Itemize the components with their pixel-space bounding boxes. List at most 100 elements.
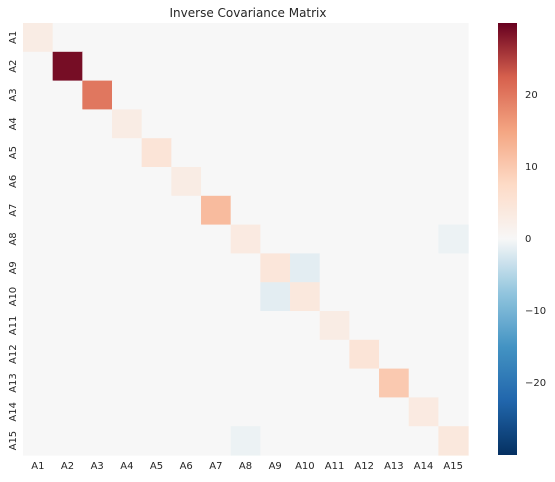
heatmap-cell-A13-A14: [408, 368, 439, 398]
heatmap-cell-A12-A4: [112, 339, 143, 370]
heatmap-cell-A14-A2: [52, 397, 83, 427]
heatmap-cell-A5-A8: [230, 138, 261, 168]
heatmap-cell-A13-A2: [52, 368, 83, 398]
heatmap-cell-A8-A10: [290, 224, 321, 254]
heatmap-cell-A7-A7: [201, 195, 232, 226]
heatmap-cell-A12-A3: [82, 339, 113, 370]
heatmap-cell-A3-A4: [112, 80, 143, 110]
heatmap-cell-A15-A15: [438, 426, 469, 456]
heatmap-cell-A11-A14: [408, 311, 439, 341]
heatmap-cell-A12-A14: [408, 339, 439, 370]
heatmap-cell-A2-A8: [230, 51, 261, 82]
heatmap-cell-A12-A11: [319, 339, 350, 370]
heatmap-cell-A1-A2: [52, 23, 83, 53]
heatmap-cell-A8-A3: [82, 224, 113, 254]
heatmap-cell-A14-A11: [319, 397, 350, 427]
heatmap-cell-A14-A3: [82, 397, 113, 427]
heatmap-cell-A1-A15: [438, 23, 469, 53]
heatmap-cell-A6-A7: [201, 167, 232, 197]
y-tick-label-A5: A5: [8, 146, 19, 159]
heatmap-cell-A1-A3: [82, 23, 113, 53]
heatmap-cell-A12-A15: [438, 339, 469, 370]
x-tick-label-A14: A14: [414, 461, 434, 472]
heatmap-cell-A7-A2: [52, 195, 83, 226]
heatmap-cell-A2-A3: [82, 51, 113, 82]
heatmap-cell-A11-A12: [349, 311, 380, 341]
heatmap-cell-A10-A10: [290, 282, 321, 312]
heatmap-cell-A14-A10: [290, 397, 321, 427]
heatmap-cell-A9-A13: [379, 253, 410, 283]
heatmap-cell-A4-A9: [260, 109, 291, 139]
heatmap-cell-A7-A10: [290, 195, 321, 226]
heatmap-cell-A13-A5: [141, 368, 172, 398]
heatmap-cell-A3-A6: [171, 80, 202, 110]
heatmap-cell-A3-A14: [408, 80, 439, 110]
heatmap-cell-A10-A1: [23, 282, 54, 312]
x-axis-tick-labels: A1 A2 A3 A4 A5 A6 A7 A8 A9 A10 A11 A12 A13 A14 A15: [31, 461, 463, 472]
heatmap-cell-A3-A13: [379, 80, 410, 110]
heatmap-cell-A9-A7: [201, 253, 232, 283]
heatmap-cell-A8-A9: [260, 224, 291, 254]
heatmap-cell-A13-A10: [290, 368, 321, 398]
heatmap-cell-A4-A2: [52, 109, 83, 139]
heatmap-cell-A11-A9: [260, 311, 291, 341]
x-tick-label-A15: A15: [443, 461, 463, 472]
heatmap-cell-A8-A14: [408, 224, 439, 254]
heatmap-cell-A1-A13: [379, 23, 410, 53]
heatmap-cell-A12-A1: [23, 339, 54, 370]
x-tick-label-A6: A6: [180, 461, 193, 472]
heatmap-cell-A15-A1: [23, 426, 54, 456]
heatmap-cell-A8-A4: [112, 224, 143, 254]
heatmap-cell-A2-A4: [112, 51, 143, 82]
heatmap-cell-A3-A9: [260, 80, 291, 110]
heatmap-cell-A4-A13: [379, 109, 410, 139]
heatmap-cell-A9-A15: [438, 253, 469, 283]
heatmap-cell-A8-A13: [379, 224, 410, 254]
heatmap-cell-A11-A1: [23, 311, 54, 341]
heatmap-cell-A2-A5: [141, 51, 172, 82]
heatmap-cell-A4-A11: [319, 109, 350, 139]
x-tick-label-A11: A11: [325, 461, 345, 472]
heatmap-cell-A12-A7: [201, 339, 232, 370]
heatmap-cell-A5-A2: [52, 138, 83, 168]
heatmap-cell-A15-A6: [171, 426, 202, 456]
heatmap-cell-A6-A6: [171, 167, 202, 197]
heatmap-cell-A1-A8: [230, 23, 261, 53]
y-tick-label-A6: A6: [8, 175, 19, 188]
heatmap-cell-A6-A13: [379, 167, 410, 197]
heatmap-cell-A9-A4: [112, 253, 143, 283]
heatmap-cell-A1-A10: [290, 23, 321, 53]
heatmap-cell-A9-A9: [260, 253, 291, 283]
heatmap-cell-A3-A10: [290, 80, 321, 110]
heatmap-cell-A10-A11: [319, 282, 350, 312]
heatmap-cell-A5-A4: [112, 138, 143, 168]
heatmap-cell-A11-A2: [52, 311, 83, 341]
heatmap-cell-A5-A10: [290, 138, 321, 168]
y-tick-label-A4: A4: [8, 117, 19, 130]
heatmap-cell-A5-A12: [349, 138, 380, 168]
heatmap-cell-A4-A8: [230, 109, 261, 139]
heatmap-cell-A1-A5: [141, 23, 172, 53]
heatmap-cell-A2-A2: [52, 51, 83, 82]
heatmap-cell-A1-A7: [201, 23, 232, 53]
y-tick-label-A10: A10: [8, 287, 19, 307]
heatmap-cell-A15-A2: [52, 426, 83, 456]
heatmap-cell-A10-A7: [201, 282, 232, 312]
y-tick-label-A14: A14: [8, 402, 19, 422]
y-tick-label-A12: A12: [8, 344, 19, 364]
heatmap-cell-A12-A5: [141, 339, 172, 370]
heatmap-cell-A6-A5: [141, 167, 172, 197]
heatmap-cell-A3-A1: [23, 80, 54, 110]
heatmap-cell-A10-A12: [349, 282, 380, 312]
heatmap-cell-A5-A6: [171, 138, 202, 168]
heatmap-cell-A10-A15: [438, 282, 469, 312]
colorbar-tick-labels: 20 10 0 −10 −20: [525, 90, 546, 389]
heatmap-cell-A15-A13: [379, 426, 410, 456]
heatmap-cell-A12-A9: [260, 339, 291, 370]
heatmap-cell-A5-A7: [201, 138, 232, 168]
heatmap-cell-A8-A12: [349, 224, 380, 254]
heatmap-cell-A3-A3: [82, 80, 113, 110]
heatmap-cell-A1-A12: [349, 23, 380, 53]
colorbar-tick-label-10: 10: [525, 162, 538, 173]
y-tick-label-A15: A15: [8, 431, 19, 451]
